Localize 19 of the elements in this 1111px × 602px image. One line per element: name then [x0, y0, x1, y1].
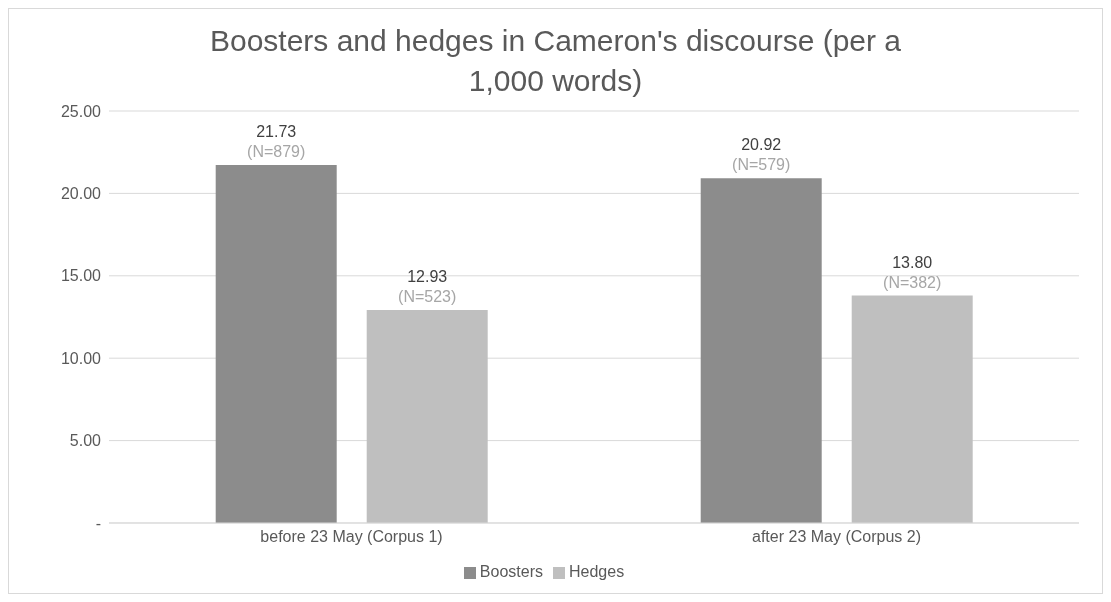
data-label: 20.92 (N=579)	[732, 136, 791, 174]
x-tick-label: after 23 May (Corpus 2)	[752, 528, 921, 546]
bar	[366, 309, 488, 523]
legend-label: Boosters	[479, 563, 543, 580]
bar	[700, 178, 822, 523]
y-tick-label: -	[95, 514, 101, 532]
y-tick-label: 5.00	[69, 432, 102, 450]
y-tick-label: 25.00	[60, 102, 102, 120]
legend-label: Hedges	[568, 563, 625, 580]
data-label: 21.73 (N=879)	[247, 122, 306, 160]
x-tick-label: before 23 May (Corpus 1)	[260, 528, 443, 546]
y-tick-label: 15.00	[60, 267, 102, 285]
data-label: 13.80 (N=382)	[883, 253, 942, 291]
bar	[215, 164, 337, 523]
y-tick-label: 20.00	[60, 185, 102, 203]
y-tick-label: 10.00	[60, 349, 102, 367]
chart-title: Boosters and hedges in Cameron's discourse (per a 1,000 words)	[208, 23, 903, 99]
data-label: 12.93 (N=523)	[398, 267, 457, 305]
bar	[851, 295, 973, 523]
